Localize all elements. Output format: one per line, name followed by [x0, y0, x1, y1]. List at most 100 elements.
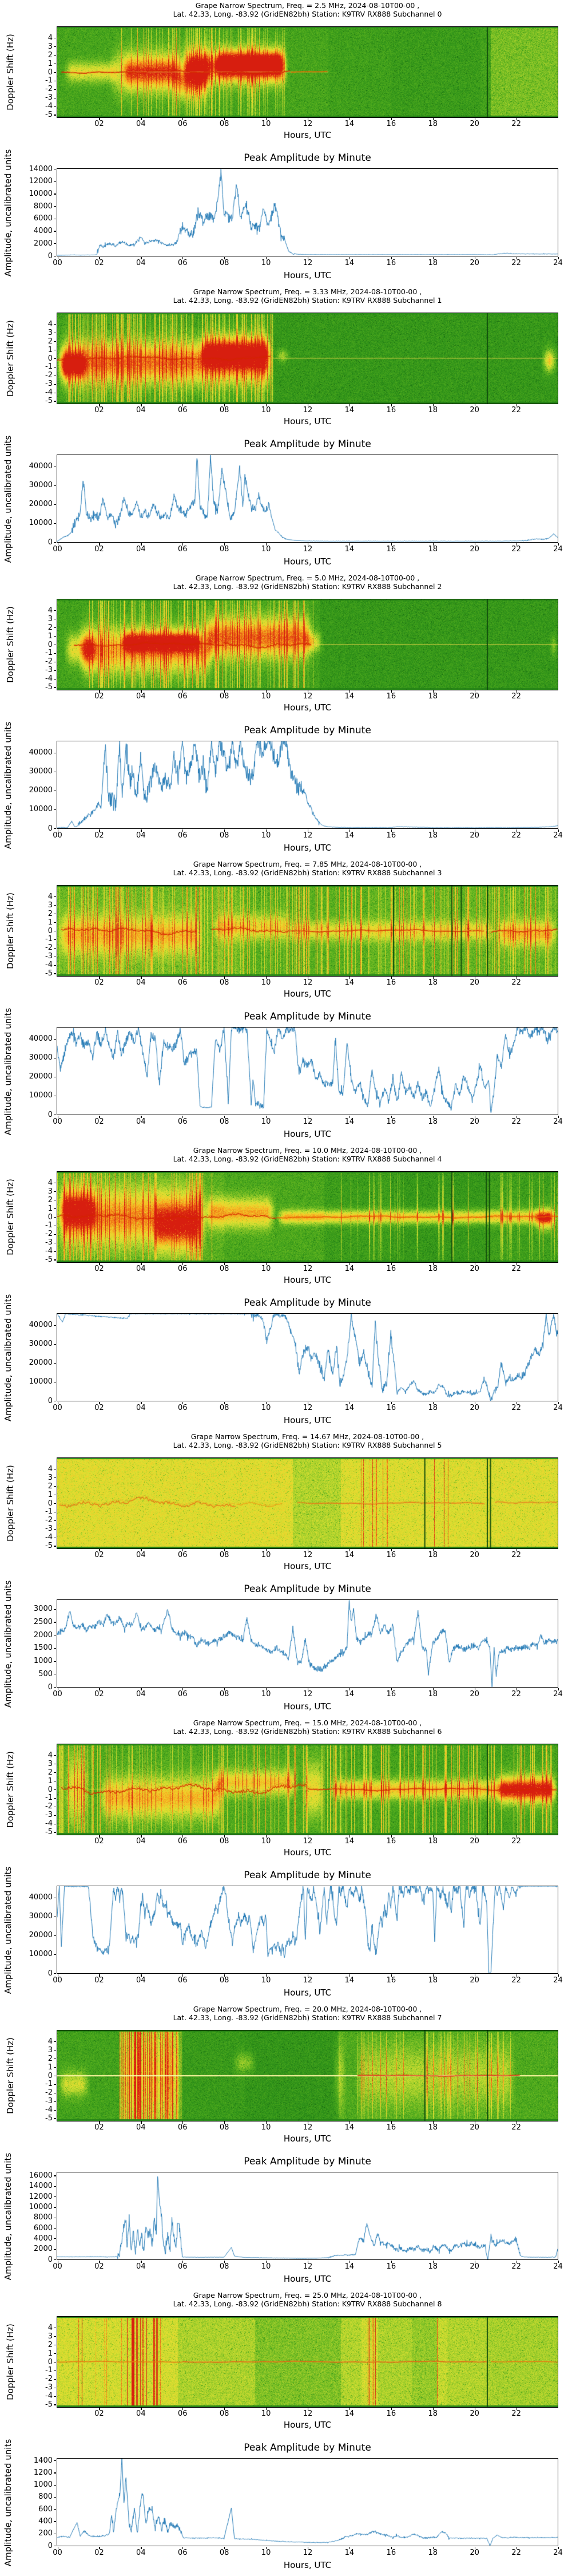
spectrogram-x-tick-label: 02: [94, 2123, 104, 2132]
spectrogram-x-tick-label: 20: [470, 1551, 479, 1559]
spectrogram-x-tick-label: 04: [136, 2409, 146, 2418]
spectrogram-y-tick-mark: [54, 1208, 56, 1210]
spectrogram-x-tick-mark: [266, 118, 267, 120]
amplitude-x-tick-mark: [224, 1116, 225, 1118]
amplitude-y-axis-label: Amplitude, uncalibrated units: [3, 2152, 13, 2281]
amplitude-x-axis-label: Hours, UTC: [283, 270, 332, 280]
spectrogram-x-tick-label: 14: [344, 2409, 355, 2418]
amplitude-x-tick-mark: [558, 2547, 559, 2549]
spectrogram-y-tick-mark: [54, 341, 56, 342]
spectrogram-y-tick-label: 4: [47, 1464, 53, 1473]
spectrogram-x-tick-mark: [182, 1263, 184, 1265]
spectrogram-x-tick-label: 12: [303, 120, 313, 128]
spectrogram-x-tick-mark: [224, 690, 225, 693]
spectrogram-title-line2: Lat. 42.33, Long. -83.92 (GridEN82bh) St…: [173, 2013, 442, 2022]
amplitude-x-tick-label: 04: [136, 259, 146, 267]
spectrogram-figure: Grape Narrow Spectrum, Freq. = 2.5 MHz, …: [0, 0, 572, 143]
amplitude-x-tick-label: 12: [303, 2549, 313, 2557]
spectrogram-x-tick-label: 06: [177, 1551, 188, 1559]
spectrogram-y-tick-mark: [54, 973, 56, 974]
spectrogram-figure: Grape Narrow Spectrum, Freq. = 15.0 MHz,…: [0, 1717, 572, 1860]
spectrogram-x-tick-mark: [349, 2121, 351, 2124]
spectrogram-x-tick-label: 06: [177, 1265, 188, 1273]
spectrogram-x-tick-mark: [266, 1835, 267, 1838]
spectrogram-x-tick-mark: [266, 1263, 267, 1265]
amplitude-x-tick-label: 22: [511, 545, 521, 554]
amplitude-x-tick-mark: [391, 543, 392, 546]
spectrogram-y-tick-mark: [54, 653, 56, 654]
amplitude-x-tick-label: 08: [219, 2262, 229, 2271]
spectrogram-y-tick-label: -3: [45, 93, 53, 102]
amplitude-x-tick-mark: [224, 1974, 225, 1977]
spectrogram-y-tick-mark: [54, 2084, 56, 2085]
spectrogram-x-tick-label: 06: [177, 978, 188, 987]
amplitude-y-tick-label: 14000: [29, 2182, 53, 2191]
spectrogram-x-tick-mark: [349, 977, 351, 979]
amplitude-y-axis-label: Amplitude, uncalibrated units: [3, 435, 13, 563]
amplitude-y-tick-label: 30000: [29, 481, 53, 490]
spectrogram-x-tick-label: 04: [136, 120, 146, 128]
spectrogram-figure: Grape Narrow Spectrum, Freq. = 10.0 MHz,…: [0, 1145, 572, 1288]
spectrogram-x-tick-label: 12: [303, 406, 313, 414]
spectrogram-x-tick-mark: [432, 2408, 434, 2410]
amplitude-x-tick-label: 06: [177, 2549, 188, 2557]
spectrogram-title-line2: Lat. 42.33, Long. -83.92 (GridEN82bh) St…: [173, 2300, 442, 2308]
amplitude-x-tick-label: 18: [428, 259, 438, 267]
amplitude-x-tick-label: 08: [219, 545, 229, 554]
amplitude-x-tick-mark: [432, 1402, 434, 1404]
amplitude-x-tick-label: 00: [53, 2549, 62, 2557]
spectrogram-x-tick-label: 02: [94, 692, 104, 701]
amplitude-x-tick-label: 02: [94, 2262, 104, 2271]
amplitude-x-tick-mark: [558, 2261, 559, 2263]
amplitude-x-tick-label: 00: [53, 1117, 62, 1126]
spectrogram-y-tick-mark: [54, 896, 56, 898]
amplitude-x-tick-label: 24: [553, 259, 563, 267]
spectrogram-x-tick-mark: [391, 690, 392, 693]
amplitude-line-canvas: [57, 455, 558, 542]
amplitude-x-tick-mark: [266, 1974, 267, 1977]
spectrogram-y-tick-label: -2: [45, 943, 53, 953]
spectrogram-y-tick-label: 1: [47, 1776, 53, 1785]
spectrogram-y-tick-label: -5: [45, 1828, 53, 1837]
amplitude-y-tick-label: 30000: [29, 1340, 53, 1349]
spectrogram-y-tick-label: 2: [47, 1195, 53, 1204]
amplitude-x-tick-label: 12: [303, 1404, 313, 1412]
amplitude-y-tick-label: 20000: [29, 1931, 53, 1940]
spectrogram-y-tick-mark: [54, 687, 56, 688]
amplitude-x-tick-label: 10: [261, 1117, 271, 1126]
spectrogram-y-tick-label: 1: [47, 1204, 53, 1213]
spectrogram-x-tick-mark: [391, 1549, 392, 1551]
spectrogram-y-tick-mark: [54, 610, 56, 611]
amplitude-x-tick-mark: [432, 2547, 434, 2549]
amplitude-y-tick-label: 14000: [29, 164, 53, 173]
amplitude-x-tick-label: 00: [53, 545, 62, 554]
spectrogram-x-tick-label: 20: [470, 2123, 479, 2132]
amplitude-y-tick-mark: [54, 1609, 56, 1610]
amplitude-x-tick-label: 08: [219, 1976, 229, 1985]
amplitude-y-tick-mark: [54, 1973, 56, 1974]
spectrogram-title-line1: Grape Narrow Spectrum, Freq. = 2.5 MHz, …: [195, 1, 420, 10]
amplitude-figure: Peak Amplitude by Minute Amplitude, unca…: [0, 429, 572, 572]
amplitude-x-tick-label: 00: [53, 2262, 62, 2271]
amplitude-line-canvas: [57, 1600, 558, 1687]
amplitude-x-tick-label: 16: [386, 1404, 396, 1412]
spectrogram-x-tick-label: 20: [470, 692, 479, 701]
amplitude-plot-area: [57, 1599, 558, 1688]
amplitude-x-tick-mark: [182, 1116, 184, 1118]
spectrogram-x-tick-mark: [391, 977, 392, 979]
amplitude-x-tick-mark: [432, 257, 434, 259]
spectrogram-y-tick-label: 0: [47, 1499, 53, 1508]
amplitude-y-tick-label: 1000: [33, 2480, 53, 2490]
spectrogram-x-tick-mark: [432, 1549, 434, 1551]
spectrogram-y-tick-label: -5: [45, 2400, 53, 2409]
amplitude-y-tick-label: 10000: [29, 805, 53, 814]
amplitude-y-tick-mark: [54, 2496, 56, 2498]
amplitude-x-tick-label: 24: [553, 545, 563, 554]
spectrogram-x-tick-label: 12: [303, 1551, 313, 1559]
spectrogram-x-tick-label: 06: [177, 2409, 188, 2418]
amplitude-x-tick-mark: [99, 1402, 100, 1404]
spectrogram-title-line1: Grape Narrow Spectrum, Freq. = 14.67 MHz…: [190, 1432, 424, 1441]
spectrogram-y-tick-mark: [54, 922, 56, 923]
amplitude-title: Peak Amplitude by Minute: [244, 1870, 371, 1881]
amplitude-y-tick-label: 600: [38, 2504, 53, 2514]
